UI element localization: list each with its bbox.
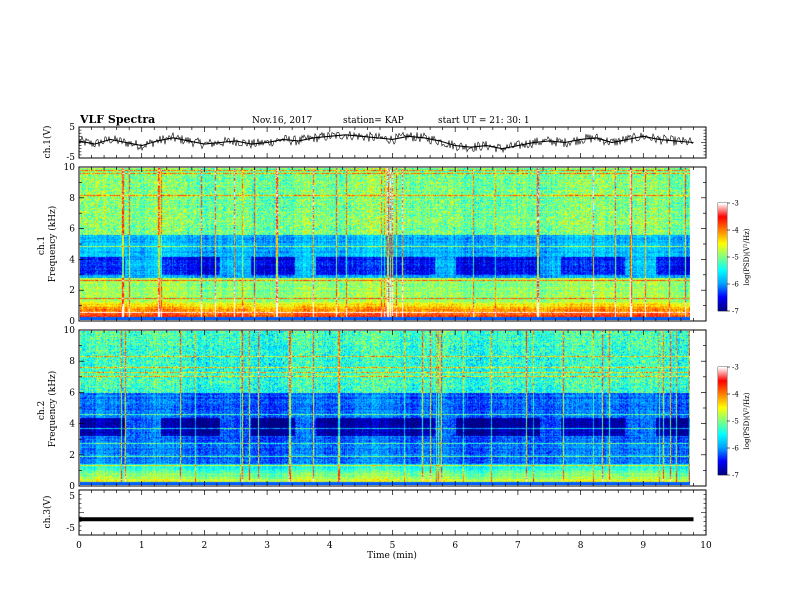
freq-tick-label-ch2-0: 0	[69, 482, 75, 492]
time-tick-label-2: 2	[202, 541, 208, 551]
colorbar-tick-label-ch2-4: -7	[732, 472, 739, 480]
ch3-waveform-frame	[78, 489, 707, 536]
ch1-waveform-noise	[78, 131, 694, 154]
ch3-waveform-ytick-bottom: -5	[66, 524, 75, 534]
ch3-waveform-ylabel: ch.3(V)	[42, 496, 53, 529]
ch1-spectrogram-panel: ch.1 Frequency (kHz) log(PSD)(V²/Hz)	[37, 166, 751, 322]
ch1-waveform-ytick-bottom: -5	[66, 153, 75, 163]
colorbar-ticks: -3 -4 -5 -6 -7 -3 -4 -5 -6 -7	[727, 200, 739, 480]
ch1-waveform-ytick-top: 5	[69, 123, 75, 133]
ch1-colorbar-label: log(PSD)(V²/Hz)	[743, 228, 751, 285]
time-tick-label-6: 6	[452, 541, 458, 551]
ch1-waveform-ylabel: ch.1(V)	[42, 126, 53, 159]
colorbar-tick-label-ch1-3: -6	[732, 281, 739, 289]
time-tick-label-9: 9	[640, 541, 646, 551]
freq-tick-label-ch2-4: 8	[69, 357, 75, 367]
freq-tick-label-ch2-1: 2	[69, 451, 75, 461]
freq-tick-label-ch2-2: 4	[69, 420, 75, 430]
colorbar-tick-label-ch2-3: -6	[732, 445, 739, 453]
colorbar-tick-label-ch1-2: -5	[732, 254, 739, 262]
figure-station: station= KAP	[343, 116, 404, 126]
freq-tick-label-ch1-4: 8	[69, 194, 75, 204]
freq-tick-label-ch1-0: 0	[69, 317, 75, 327]
freq-tick-label-ch1-1: 2	[69, 286, 75, 296]
ch1-waveform-line	[78, 134, 694, 150]
time-tick-label-1: 1	[139, 541, 145, 551]
ch1-spectrogram-ylabel: ch.1 Frequency (kHz)	[37, 206, 58, 283]
figure-date: Nov.16, 2017	[252, 116, 313, 126]
colorbar-tick-label-ch1-4: -7	[732, 308, 739, 316]
freq-tick-label-ch1-2: 4	[69, 255, 75, 265]
time-tick-label-0: 0	[76, 541, 82, 551]
ch2-spectrogram-panel: ch.2 Frequency (kHz) log(PSD)(V²/Hz)	[37, 329, 751, 487]
colorbar-tick-label-ch2-1: -4	[732, 391, 739, 399]
ch2-colorbar-label: log(PSD)(V²/Hz)	[743, 392, 751, 449]
colorbar-tick-label-ch1-1: -4	[732, 227, 739, 235]
ch1-spectrogram-ylabel-channel: ch.1	[37, 236, 47, 255]
time-tick-label-3: 3	[264, 541, 270, 551]
ch1-waveform-panel: 5 -5 ch.1(V)	[42, 123, 707, 163]
time-tick-label-8: 8	[578, 541, 584, 551]
time-tick-label-5: 5	[390, 541, 396, 551]
time-tick-label-4: 4	[327, 541, 333, 551]
ch1-spectrogram-image	[80, 168, 690, 320]
freq-tick-label-ch2-3: 6	[69, 388, 75, 398]
figure-start-ut: start UT = 21: 30: 1	[438, 116, 530, 126]
ch2-spectrogram-ylabel-frequency: Frequency (kHz)	[47, 371, 58, 448]
figure-title: VLF Spectra	[79, 113, 155, 126]
ch3-waveform-panel: 5 -5 ch.3(V)	[42, 489, 707, 536]
ch2-spectrogram-ylabel: ch.2 Frequency (kHz)	[37, 371, 58, 448]
freq-tick-label-ch1-3: 6	[69, 225, 75, 235]
freq-tick-label-ch2-5: 10	[64, 326, 76, 336]
colorbar-tick-label-ch2-2: -5	[732, 418, 739, 426]
time-axis-label: Time (min)	[367, 550, 417, 561]
colorbar-tick-label-ch1-0: -3	[732, 200, 739, 208]
time-tick-label-10: 10	[700, 541, 712, 551]
freq-tick-label-ch1-5: 10	[64, 163, 76, 173]
ch1-waveform-frame	[78, 126, 707, 159]
ch2-spectrogram-ylabel-channel: ch.2	[37, 401, 47, 420]
time-axis: 0 1 2 3 4 5 6 7 8 9 10	[76, 541, 712, 551]
time-tick-label-7: 7	[515, 541, 521, 551]
ch3-waveform-ytick-top: 5	[69, 492, 75, 502]
ch1-colorbar-image	[718, 203, 727, 311]
ch2-colorbar-image	[718, 367, 727, 475]
colorbar-tick-label-ch2-0: -3	[732, 364, 739, 372]
ch1-spectrogram-ylabel-frequency: Frequency (kHz)	[47, 206, 58, 283]
ch2-spectrogram-image	[80, 331, 690, 485]
